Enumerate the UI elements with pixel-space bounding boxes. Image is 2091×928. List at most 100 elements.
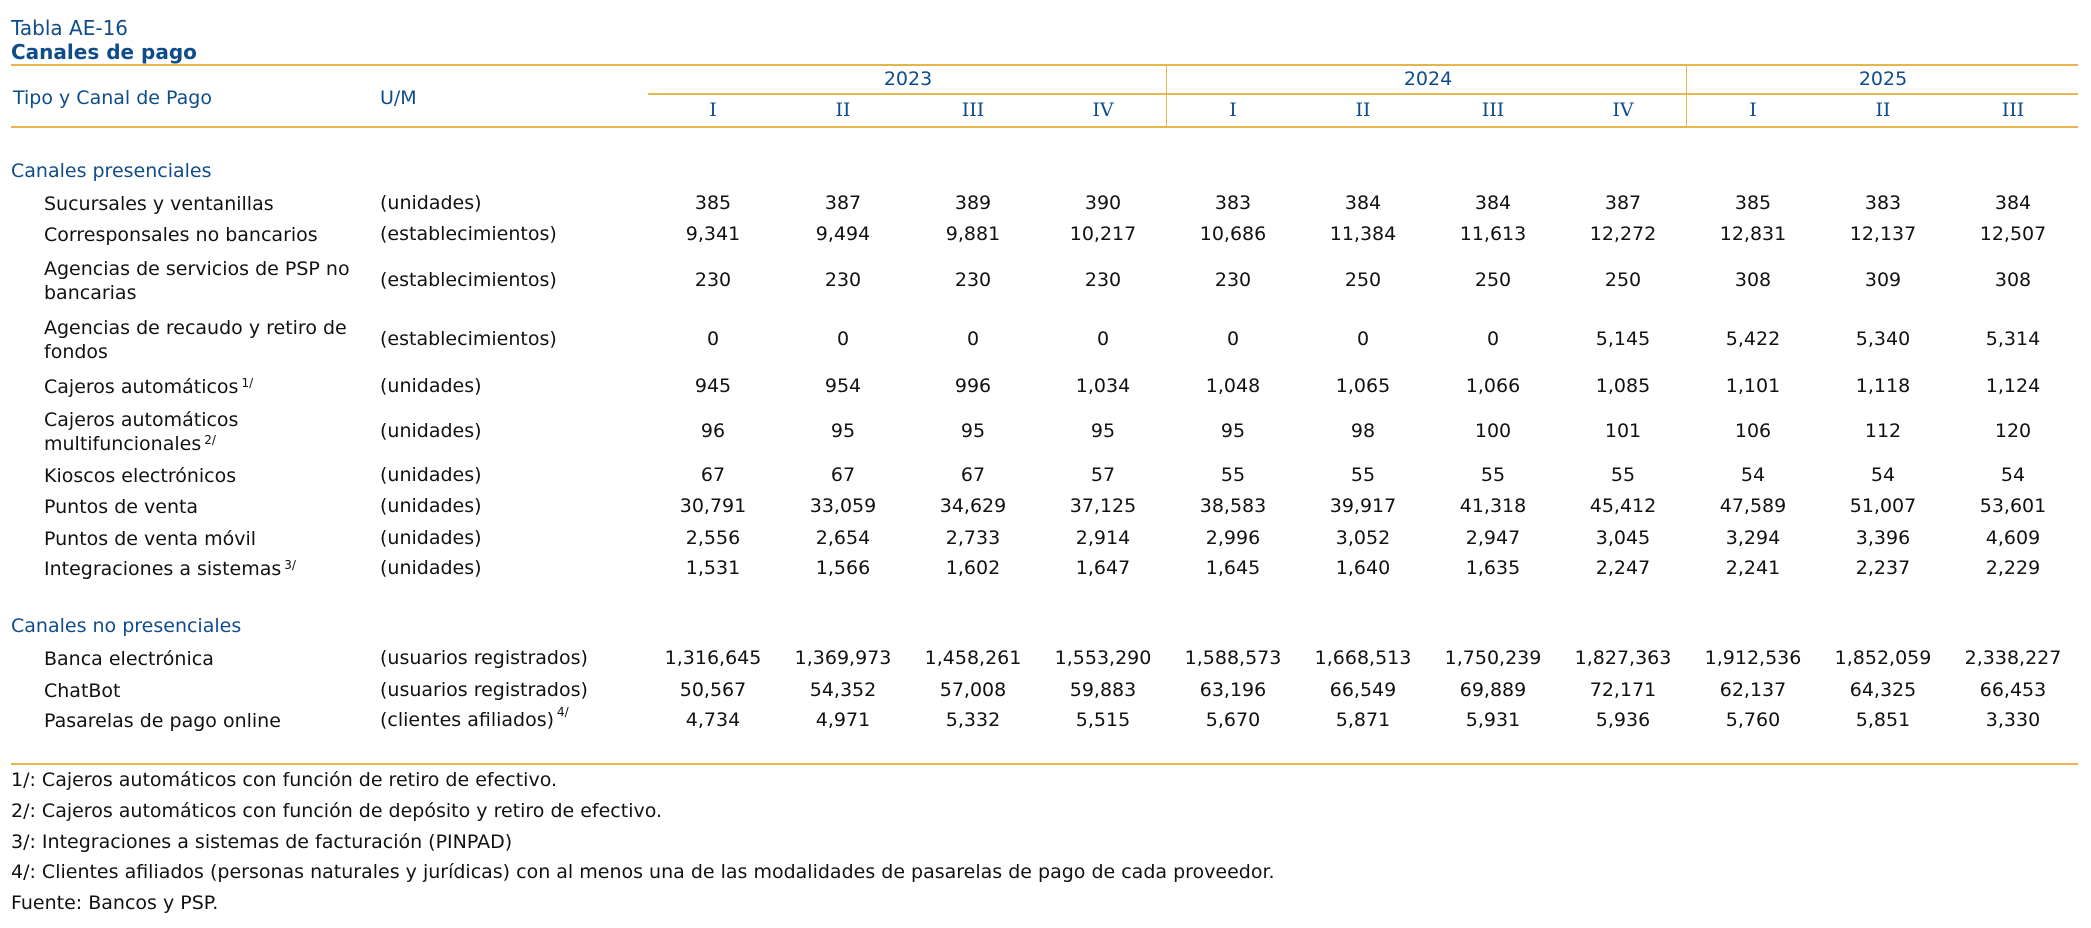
quarter-header: I <box>709 99 717 121</box>
unit-text: (establecimientos) <box>380 328 557 350</box>
row-label-text: Pasarelas de pago online <box>44 710 281 732</box>
table-cell: 1,066 <box>1465 375 1521 397</box>
section-title: Canales no presenciales <box>11 615 242 637</box>
table-cell: 387 <box>1604 192 1642 214</box>
table-cell: 33,059 <box>809 495 877 517</box>
quarter-header: II <box>1355 99 1371 121</box>
table-cell: 47,589 <box>1719 495 1787 517</box>
table-cell: 385 <box>1734 192 1772 214</box>
table-cell: 1,531 <box>685 557 741 579</box>
unit-of-measure: (establecimientos) <box>380 223 557 245</box>
column-header-um: U/M <box>380 87 417 109</box>
table-cell: 98 <box>1350 420 1376 442</box>
unit-of-measure: (clientes afiliados) 4/ <box>380 705 569 731</box>
table-cell: 54 <box>1870 464 1896 486</box>
table-cell: 3,330 <box>1985 709 2041 731</box>
column-header-type: Tipo y Canal de Pago <box>13 87 212 109</box>
row-label: Puntos de venta móvil <box>44 527 416 551</box>
row-label: Pasarelas de pago online <box>44 709 416 733</box>
table-cell: 0 <box>1356 328 1370 350</box>
table-cell: 37,125 <box>1069 495 1137 517</box>
table-cell: 106 <box>1734 420 1772 442</box>
row-label-text: Sucursales y ventanillas <box>44 193 274 215</box>
table-cell: 5,670 <box>1205 709 1261 731</box>
table-cell: 54,352 <box>809 679 877 701</box>
unit-text: (unidades) <box>380 527 482 549</box>
unit-text: (establecimientos) <box>380 269 557 291</box>
table-cell: 67 <box>700 464 726 486</box>
table-cell: 1,640 <box>1335 557 1391 579</box>
footnote: Fuente: Bancos y PSP. <box>11 892 219 914</box>
table-cell: 34,629 <box>939 495 1007 517</box>
table-cell: 41,318 <box>1459 495 1527 517</box>
table-cell: 59,883 <box>1069 679 1137 701</box>
footnote-marker: 1/ <box>241 376 254 390</box>
table-cell: 1,085 <box>1595 375 1651 397</box>
row-label-text: Integraciones a sistemas <box>44 558 282 580</box>
table-cell: 120 <box>1994 420 2032 442</box>
table-cell: 230 <box>1214 269 1252 291</box>
top-rule <box>11 64 2078 66</box>
table-cell: 1,635 <box>1465 557 1521 579</box>
table-cell: 1,588,573 <box>1184 647 1282 669</box>
table-cell: 230 <box>1084 269 1122 291</box>
quarter-header: III <box>1481 99 1505 121</box>
table-cell: 1,602 <box>945 557 1001 579</box>
row-label-text: Puntos de venta móvil <box>44 528 257 550</box>
table-cell: 3,045 <box>1595 527 1651 549</box>
table-cell: 309 <box>1864 269 1902 291</box>
table-cell: 95 <box>1220 420 1246 442</box>
table-cell: 95 <box>830 420 856 442</box>
footnote: 1/: Cajeros automáticos con función de r… <box>11 769 558 791</box>
table-cell: 5,760 <box>1725 709 1781 731</box>
table-cell: 2,733 <box>945 527 1001 549</box>
row-label-text: ChatBot <box>44 680 121 702</box>
quarter-header: IV <box>1612 99 1634 121</box>
table-cell: 3,396 <box>1855 527 1911 549</box>
unit-of-measure: (establecimientos) <box>380 328 557 350</box>
table-cell: 38,583 <box>1199 495 1267 517</box>
table-cell: 2,996 <box>1205 527 1261 549</box>
quarter-header: III <box>2001 99 2025 121</box>
table-cell: 0 <box>1486 328 1500 350</box>
row-label: Banca electrónica <box>44 647 416 671</box>
table-title: Canales de pago <box>11 40 197 64</box>
table-cell: 1,647 <box>1075 557 1131 579</box>
unit-of-measure: (unidades) <box>380 464 482 486</box>
table-cell: 1,852,059 <box>1834 647 1932 669</box>
table-cell: 250 <box>1604 269 1642 291</box>
unit-of-measure: (unidades) <box>380 527 482 549</box>
table-cell: 2,914 <box>1075 527 1131 549</box>
row-label-text: Corresponsales no bancarios <box>44 224 318 246</box>
quarter-header: III <box>961 99 985 121</box>
table-cell: 11,613 <box>1459 223 1527 245</box>
table-cell: 3,294 <box>1725 527 1781 549</box>
table-cell: 12,831 <box>1719 223 1787 245</box>
row-label: Puntos de venta <box>44 495 416 519</box>
table-cell: 57,008 <box>939 679 1007 701</box>
table-cell: 5,931 <box>1465 709 1521 731</box>
row-label-text: Banca electrónica <box>44 648 214 670</box>
table-cell: 9,341 <box>685 223 741 245</box>
table-cell: 384 <box>1344 192 1382 214</box>
section-title: Canales presenciales <box>11 160 212 182</box>
table-cell: 2,338,227 <box>1964 647 2062 669</box>
unit-text: (unidades) <box>380 192 482 214</box>
table-cell: 5,871 <box>1335 709 1391 731</box>
footnote-marker: 2/ <box>204 433 216 447</box>
table-cell: 39,917 <box>1329 495 1397 517</box>
footnote: 4/: Clientes afiliados (personas natural… <box>11 861 1275 883</box>
table-cell: 5,332 <box>945 709 1001 731</box>
table-cell: 1,369,973 <box>794 647 892 669</box>
table-cell: 63,196 <box>1199 679 1267 701</box>
bottom-rule <box>11 763 2078 765</box>
unit-text: (unidades) <box>380 557 482 579</box>
table-cell: 5,422 <box>1725 328 1781 350</box>
table-cell: 0 <box>706 328 720 350</box>
table-cell: 1,668,513 <box>1314 647 1412 669</box>
year-header: 2025 <box>1858 68 1908 90</box>
unit-of-measure: (unidades) <box>380 495 482 517</box>
table-cell: 67 <box>830 464 856 486</box>
footnote: 3/: Integraciones a sistemas de facturac… <box>11 831 513 853</box>
table-cell: 50,567 <box>679 679 747 701</box>
